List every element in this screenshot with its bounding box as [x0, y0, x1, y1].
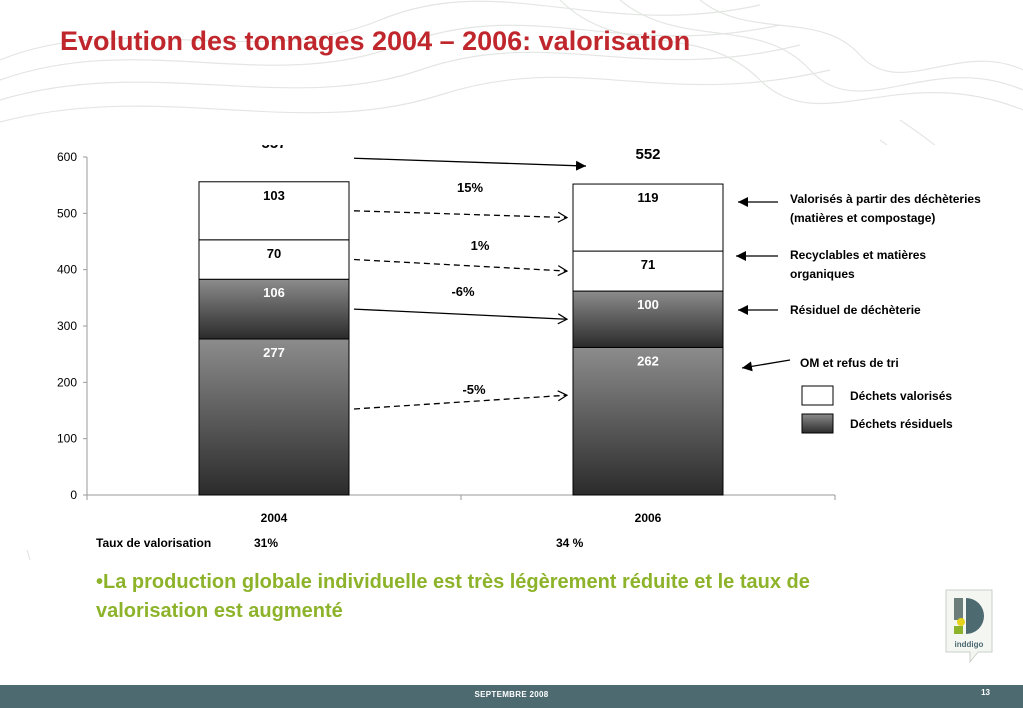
y-tick-label: 100 [57, 432, 77, 446]
annotation-label: Résiduel de déchèterie [790, 303, 921, 317]
bar-total-label: 557 [261, 145, 286, 152]
annotation-label: (matières et compostage) [790, 211, 935, 225]
annotation-label: Recyclables et matières [790, 248, 926, 262]
series-change-label: 1% [471, 238, 490, 253]
bar-segment [572, 183, 724, 252]
series-change-arrow [353, 308, 569, 325]
bar-value-label: 71 [641, 257, 655, 272]
legend-label: Déchets valorisés [850, 389, 952, 403]
stacked-bar-chart: 0 100 200 300 400 500 600 2004 2006 277 106 70 103 5… [57, 145, 981, 525]
y-tick-label: 300 [57, 319, 77, 333]
bar-value-label: 103 [263, 188, 285, 203]
logo-text: inddigo [954, 640, 984, 649]
y-tick-label: 500 [57, 206, 77, 220]
bar-segment [572, 250, 724, 292]
taux-2006: 34 % [556, 536, 584, 550]
chart-panel: 0 100 200 300 400 500 600 2004 2006 277 106 70 103 5… [0, 145, 1023, 550]
taux-label: Taux de valorisation [96, 536, 212, 550]
series-change-arrow [353, 210, 569, 223]
bullet-text: La production globale individuelle est t… [96, 571, 810, 622]
change-arrows: -1% 15% 1% -6% -5% [353, 145, 587, 410]
slide-title: Evolution des tonnages 2004 – 2006: valo… [60, 26, 691, 56]
bar-value-label: 70 [267, 246, 281, 261]
annotation-label: Valorisés à partir des déchèteries [790, 192, 981, 206]
legend-swatch [801, 385, 834, 406]
series-change-arrow [353, 390, 569, 410]
annotation-arrow [741, 359, 791, 372]
y-tick-label: 200 [57, 375, 77, 389]
bar-segment [572, 346, 724, 496]
inddigo-logo: inddigo [942, 588, 996, 664]
bar-value-label: 277 [263, 345, 285, 360]
bar-value-label: 100 [637, 297, 659, 312]
annotation-label: organiques [790, 267, 855, 281]
series-change-arrow [353, 258, 569, 277]
footer-date: SEPTEMBRE 2008 [474, 690, 549, 699]
page-number: 13 [981, 688, 990, 697]
bar-segment [198, 278, 350, 340]
annotations: Valorisés à partir des déchèteries (matiè… [736, 192, 981, 372]
bar-value-label: 106 [263, 285, 285, 300]
taux-valorisation-row: Taux de valorisation 31% 34 % [0, 536, 700, 552]
legend-label: Déchets résiduels [850, 417, 953, 431]
legend: Déchets valorisés Déchets résiduels [801, 385, 953, 434]
bar-segment [198, 181, 350, 241]
bar-value-label: 262 [637, 353, 659, 368]
y-tick-label: 600 [57, 150, 77, 164]
y-tick-label: 400 [57, 263, 77, 277]
series-change-label: -6% [451, 284, 475, 299]
bar-value-label: 119 [638, 190, 659, 205]
bullet-icon: • [96, 571, 104, 593]
bar-total-label: 552 [635, 146, 660, 163]
series-change-label: 15% [457, 180, 483, 195]
x-tick-label: 2006 [635, 511, 662, 525]
x-tick-label: 2004 [261, 511, 288, 525]
annotation-label: OM et refus de tri [800, 356, 899, 370]
bar-segment [198, 338, 350, 496]
y-tick-label: 0 [70, 488, 77, 502]
total-change-arrow [353, 157, 587, 171]
series-change-label: -5% [462, 382, 486, 397]
footer-bar: SEPTEMBRE 2008 13 [0, 685, 1023, 708]
bullet-point: •La production globale individuelle est … [96, 568, 876, 626]
total-change-label: -1% [456, 145, 480, 147]
bar-segment [572, 290, 724, 348]
legend-swatch [801, 413, 834, 434]
bars: 277 106 70 103 557 262 100 71 119 552 [198, 145, 724, 496]
taux-2004: 31% [254, 536, 279, 550]
